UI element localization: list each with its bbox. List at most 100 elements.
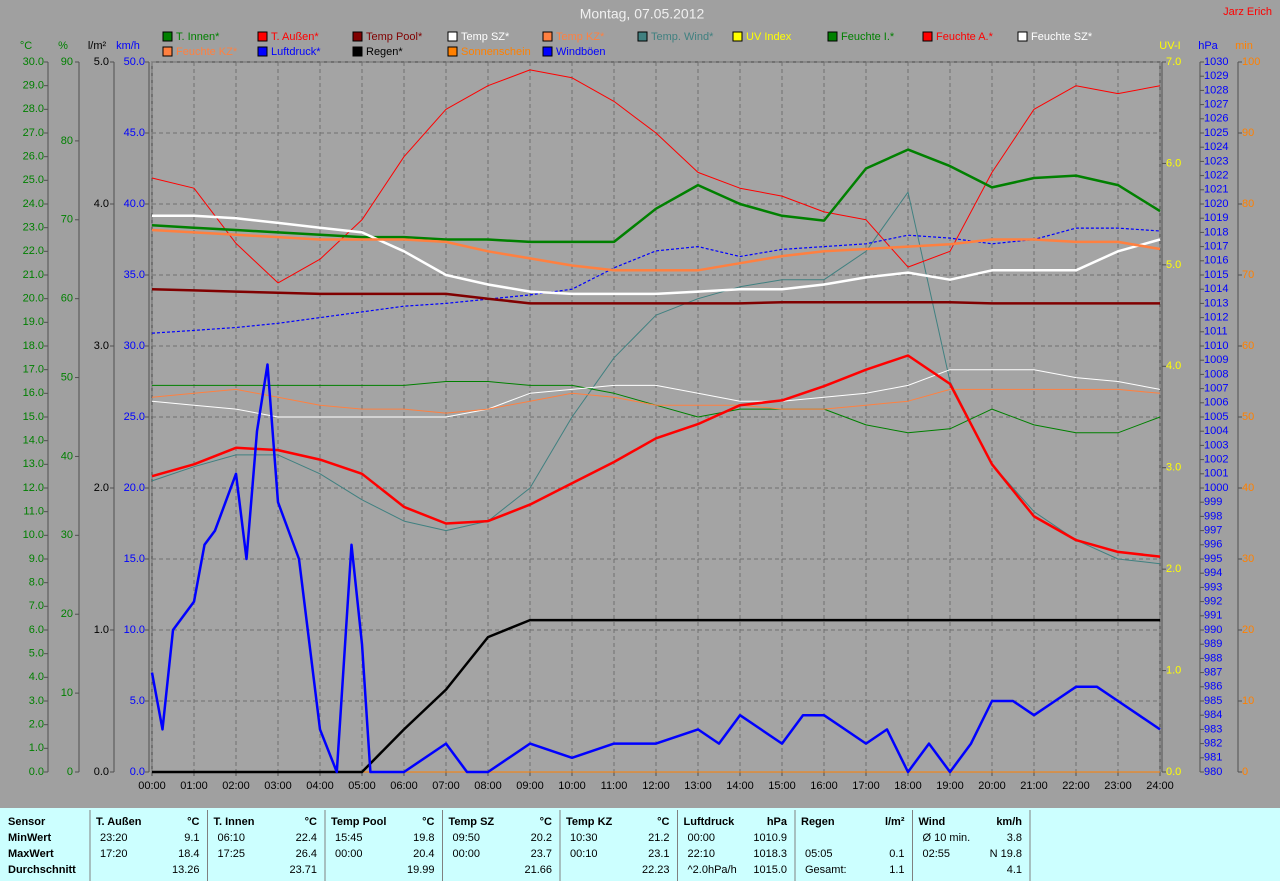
row-label: MaxWert	[8, 848, 54, 860]
legend-label: Temp KZ*	[556, 31, 605, 43]
cell-time: 17:20	[100, 848, 128, 860]
column-name: T. Innen	[214, 816, 255, 828]
legend-label: UV Index	[746, 31, 792, 43]
y-tick-label: 40	[61, 450, 73, 462]
series-line	[151, 69, 1161, 284]
y-tick-label: 993	[1204, 581, 1222, 593]
y-tick-label: 14.0	[23, 435, 44, 447]
y-tick-label: 992	[1204, 596, 1222, 608]
y-tick-label: 1013	[1204, 297, 1228, 309]
column-unit: °C	[540, 816, 552, 828]
y-tick-label: 1023	[1204, 155, 1228, 167]
y-tick-label: 10.0	[124, 624, 145, 636]
y-tick-label: 6.0	[1166, 157, 1181, 169]
y-tick-label: 21.0	[23, 269, 44, 281]
y-tick-label: 10	[1242, 695, 1254, 707]
cell-time: 00:10	[570, 848, 598, 860]
y-tick-label: 986	[1204, 681, 1222, 693]
table-header: Sensor	[8, 816, 46, 828]
axis-title: hPa	[1198, 40, 1218, 52]
cell-value: 1010.9	[753, 832, 787, 844]
legend-swatch	[732, 31, 743, 42]
y-tick-label: 1030	[1204, 56, 1228, 68]
y-tick-label: 25.0	[124, 411, 145, 423]
legend-label: Feuchte A.*	[936, 31, 994, 43]
x-tick-label: 11:00	[601, 780, 628, 792]
cell-time: 00:00	[335, 848, 363, 860]
cell-value: N 19.8	[990, 848, 1022, 860]
stats-table	[0, 808, 1280, 881]
y-tick-label: 998	[1204, 510, 1222, 522]
y-tick-label: 9.0	[29, 553, 44, 565]
y-tick-label: 1008	[1204, 368, 1228, 380]
cell-time: 22:10	[688, 848, 716, 860]
axis-title: °C	[20, 40, 32, 52]
cell-value: 22.23	[642, 864, 670, 876]
y-tick-label: 0.0	[130, 766, 145, 778]
y-tick-label: 70	[61, 214, 73, 226]
y-tick-label: 2.0	[94, 482, 109, 494]
legend-swatch	[447, 46, 458, 57]
y-tick-label: 45.0	[124, 127, 145, 139]
x-tick-label: 17:00	[852, 780, 880, 792]
y-tick-label: 0	[67, 766, 73, 778]
legend-label: Temp. Wind*	[651, 31, 714, 43]
y-tick-label: 985	[1204, 695, 1222, 707]
legend-swatch	[257, 46, 268, 57]
y-tick-label: 981	[1204, 752, 1222, 764]
cell-value: 21.2	[648, 832, 669, 844]
legend-swatch	[542, 46, 553, 57]
x-tick-label: 09:00	[516, 780, 544, 792]
y-tick-label: 3.0	[29, 695, 44, 707]
cell-value: 1018.3	[753, 848, 787, 860]
y-tick-label: 30	[61, 529, 73, 541]
y-tick-label: 4.0	[94, 198, 109, 210]
y-tick-label: 12.0	[23, 482, 44, 494]
column-unit: °C	[305, 816, 317, 828]
y-tick-label: 8.0	[29, 577, 44, 589]
y-tick-label: 60	[61, 293, 73, 305]
series-line	[152, 618, 1160, 774]
y-tick-label: 1018	[1204, 226, 1228, 238]
cell-value: 13.26	[172, 864, 200, 876]
y-tick-label: 18.0	[23, 340, 44, 352]
x-tick-label: 08:00	[474, 780, 502, 792]
column-name: Regen	[801, 816, 835, 828]
y-tick-label: 7.0	[29, 600, 44, 612]
y-tick-label: 20.0	[124, 482, 145, 494]
y-tick-label: 0.0	[29, 766, 44, 778]
y-tick-label: 1022	[1204, 170, 1228, 182]
cell-value: 20.2	[531, 832, 552, 844]
cell-time: 15:45	[335, 832, 363, 844]
y-tick-label: 5.0	[29, 648, 44, 660]
cell-value: 3.8	[1007, 832, 1022, 844]
cell-time: Gesamt:	[805, 864, 847, 876]
cell-value: 20.4	[413, 848, 434, 860]
y-tick-label: 991	[1204, 610, 1222, 622]
y-tick-label: 1.0	[1166, 664, 1181, 676]
x-tick-label: 02:00	[222, 780, 250, 792]
y-tick-label: 30.0	[124, 340, 145, 352]
y-tick-label: 983	[1204, 723, 1222, 735]
y-tick-label: 10.0	[23, 529, 44, 541]
cell-value: 4.1	[1007, 864, 1022, 876]
y-tick-label: 50	[61, 371, 73, 383]
y-tick-label: 2.0	[29, 719, 44, 731]
y-tick-label: 80	[61, 135, 73, 147]
cell-time: 17:25	[218, 848, 246, 860]
y-tick-label: 20	[1242, 624, 1254, 636]
y-tick-label: 994	[1204, 567, 1222, 579]
y-tick-label: 90	[1242, 127, 1254, 139]
cell-value: 1015.0	[753, 864, 787, 876]
y-tick-label: 1016	[1204, 255, 1228, 267]
y-tick-label: 27.0	[23, 127, 44, 139]
y-tick-label: 40.0	[124, 198, 145, 210]
y-tick-label: 100	[1242, 56, 1260, 68]
y-tick-label: 1000	[1204, 482, 1228, 494]
series-line	[151, 369, 1161, 418]
x-tick-label: 18:00	[894, 780, 922, 792]
y-tick-label: 1.0	[94, 624, 109, 636]
legend-label: Sonnenschein	[461, 46, 531, 58]
cell-time: Ø 10 min.	[923, 832, 971, 844]
column-unit: l/m²	[885, 816, 905, 828]
